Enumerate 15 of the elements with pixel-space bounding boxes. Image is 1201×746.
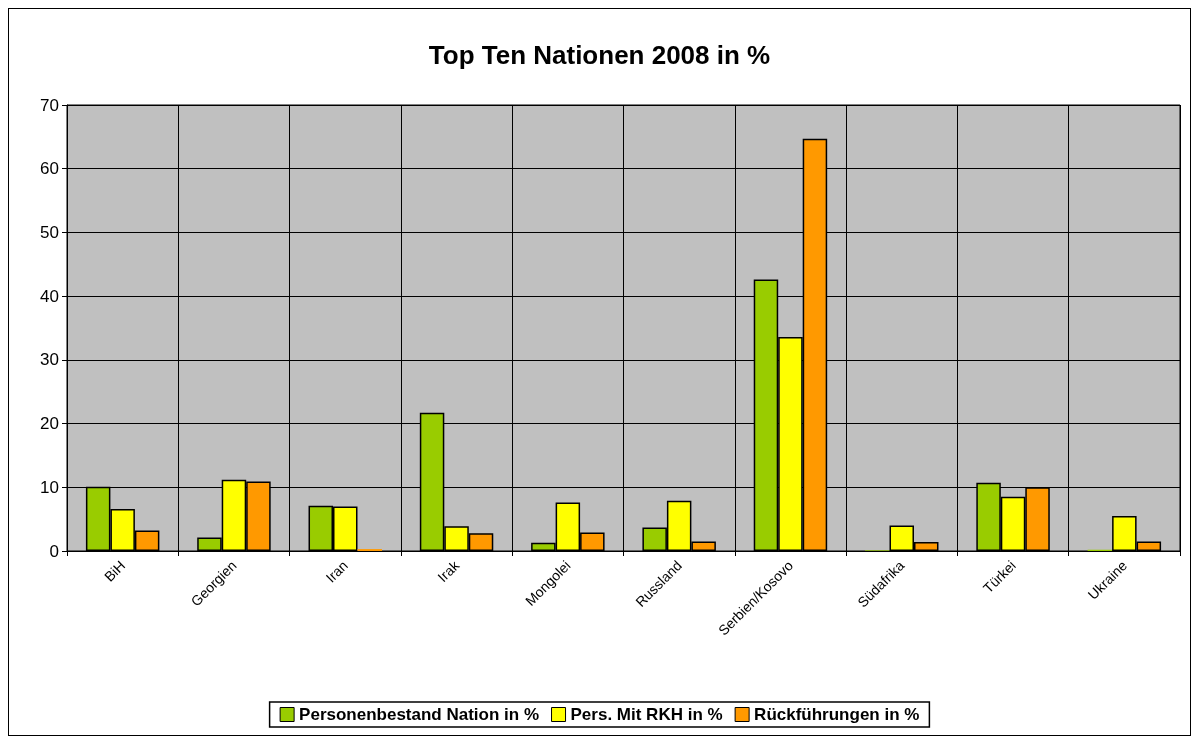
y-tick-label: 60 bbox=[40, 159, 59, 179]
y-tick-label: 20 bbox=[40, 414, 59, 434]
legend-label: Personenbestand Nation in % bbox=[299, 705, 540, 724]
x-tick-label: Iran bbox=[322, 557, 351, 586]
y-tick-label: 40 bbox=[40, 286, 59, 306]
chart-title: Top Ten Nationen 2008 in % bbox=[428, 40, 771, 70]
y-tick-label: 70 bbox=[40, 95, 59, 115]
y-tick-label: 30 bbox=[40, 350, 59, 370]
legend-label: Rückführungen in % bbox=[754, 705, 920, 724]
legend-label: Pers. Mit RKH in % bbox=[570, 705, 723, 724]
y-tick-label: 10 bbox=[40, 477, 59, 497]
y-tick-label: 50 bbox=[40, 222, 59, 242]
y-tick-label: 0 bbox=[49, 541, 59, 561]
x-tick-label: Irak bbox=[434, 556, 463, 586]
x-tick-label: BiH bbox=[101, 557, 129, 585]
